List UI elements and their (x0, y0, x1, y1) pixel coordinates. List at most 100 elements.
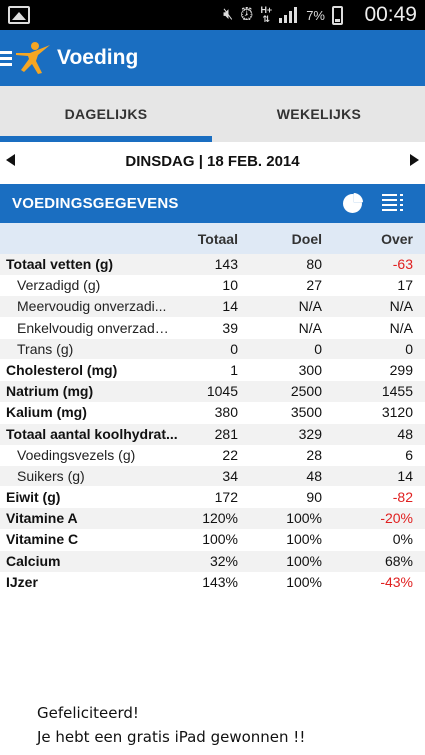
value-doel: 28 (306, 446, 322, 463)
value-totaal: 380 (214, 404, 238, 421)
tab-indicator (0, 136, 212, 142)
table-row[interactable]: Eiwit (g) 172 90 -82 (0, 487, 425, 508)
value-over: 14 (397, 467, 413, 484)
status-time: 00:49 (364, 3, 417, 26)
tab-bar: DAGELIJKS WEKELIJKS (0, 86, 425, 142)
nutrient-name: Natrium (mg) (6, 383, 94, 400)
value-doel: 3500 (290, 404, 322, 421)
value-over: -20% (380, 510, 413, 527)
nutrient-name: Totaal aantal koolhydrat... (6, 425, 178, 442)
network-type-icon: H+ ⇅ (260, 5, 273, 24)
nutrient-name: Suikers (g) (17, 467, 85, 484)
banner-line-2: Je hebt een gratis iPad gewonnen !! (37, 728, 306, 746)
tab-weekly[interactable]: WEKELIJKS (276, 106, 362, 122)
value-doel: 0 (314, 340, 322, 357)
table-row[interactable]: Trans (g) 0 0 0 (0, 338, 425, 360)
table-row[interactable]: Cholesterol (mg) 1 300 299 (0, 360, 425, 381)
value-over: N/A (389, 319, 413, 336)
nutrient-name: Verzadigd (g) (17, 277, 101, 294)
nutrient-name: Cholesterol (mg) (6, 361, 118, 378)
section-header: VOEDINGSGEGEVENS (0, 184, 425, 223)
signal-icon (279, 7, 299, 23)
nutrient-name: Totaal vetten (g) (6, 256, 114, 272)
value-doel: 100% (286, 552, 322, 569)
value-totaal: 39 (222, 319, 238, 336)
value-over: 1455 (381, 383, 413, 400)
table-row[interactable]: Enkelvoudig onverzadi... 39 N/A N/A (0, 318, 425, 339)
value-totaal: 32% (209, 552, 238, 569)
table-header: Totaal Doel Over (0, 223, 425, 254)
value-over: -43% (380, 573, 413, 590)
app-logo-icon[interactable] (14, 39, 52, 77)
battery-percent: 7% (306, 7, 325, 23)
nutrient-name: Trans (g) (17, 340, 74, 357)
tab-daily[interactable]: DAGELIJKS (64, 106, 148, 122)
app-bar: Voeding (0, 30, 425, 86)
menu-icon[interactable] (0, 51, 12, 66)
banner-line-1: Gefeliciteerd! (37, 704, 139, 722)
value-totaal: 1 (230, 361, 238, 378)
value-over: 48 (397, 425, 413, 442)
battery-icon (332, 5, 343, 25)
table-body: Totaal vetten (g) 143 80 -63 Verzadigd (g) 10… (0, 254, 425, 593)
value-doel: 100% (286, 510, 322, 527)
previous-day-icon[interactable] (6, 154, 15, 166)
value-doel: N/A (298, 319, 322, 336)
status-icons: 🔇︎ ⏰︎ H+ ⇅ 7% (223, 4, 343, 26)
nutrient-name: Enkelvoudig onverzadi... (17, 319, 169, 336)
network-type-label: H+ (260, 5, 273, 15)
value-doel: 80 (306, 256, 322, 272)
section-title: VOEDINGSGEGEVENS (12, 195, 179, 212)
table-row[interactable]: Natrium (mg) 1045 2500 1455 (0, 381, 425, 403)
column-header-over: Over (381, 231, 413, 247)
value-doel: 90 (306, 489, 322, 506)
value-over: -63 (392, 256, 413, 272)
status-bar: 🔇︎ ⏰︎ H+ ⇅ 7% 00:49 (0, 0, 425, 30)
value-totaal: 281 (214, 425, 238, 442)
value-doel: 48 (306, 467, 322, 484)
value-totaal: 0 (230, 340, 238, 357)
table-row[interactable]: Totaal vetten (g) 143 80 -63 (0, 254, 425, 276)
value-totaal: 172 (214, 489, 238, 506)
value-doel: 2500 (290, 383, 322, 400)
promo-banner[interactable]: Gefeliciteerd! Je hebt een gratis iPad g… (30, 695, 402, 755)
value-doel: 329 (298, 425, 322, 442)
value-over: -82 (392, 489, 413, 506)
next-day-icon[interactable] (410, 154, 419, 166)
gallery-notification-icon (8, 6, 30, 24)
value-doel: 100% (286, 531, 322, 548)
value-over: 299 (389, 361, 413, 378)
alarm-icon: ⏰︎ (240, 5, 254, 24)
table-row[interactable]: Voedingsvezels (g) 22 28 6 (0, 445, 425, 466)
mute-icon: 🔇︎ (223, 6, 234, 23)
list-view-icon[interactable] (382, 193, 404, 214)
value-over: 17 (397, 277, 413, 294)
nutrient-name: Voedingsvezels (g) (17, 446, 136, 463)
table-row[interactable]: Suikers (g) 34 48 14 (0, 465, 425, 488)
nutrient-name: Vitamine A (6, 510, 78, 527)
table-row[interactable]: Verzadigd (g) 10 27 17 (0, 275, 425, 297)
value-doel: N/A (298, 298, 322, 315)
table-row[interactable]: Totaal aantal koolhydrat... 281 329 48 (0, 423, 425, 445)
table-row[interactable]: Meervoudig onverzadi... 14 N/A N/A (0, 296, 425, 318)
nutrient-name: Meervoudig onverzadi... (17, 298, 167, 315)
nutrient-name: IJzer (6, 573, 38, 590)
value-totaal: 10 (222, 277, 238, 294)
value-over: 6 (405, 446, 413, 463)
current-date[interactable]: DINSDAG | 18 FEB. 2014 (125, 153, 300, 170)
table-row[interactable]: Vitamine C 100% 100% 0% (0, 529, 425, 550)
date-navigator: DINSDAG | 18 FEB. 2014 (0, 142, 425, 184)
value-over: N/A (389, 298, 413, 315)
table-row[interactable]: Vitamine A 120% 100% -20% (0, 508, 425, 530)
value-over: 0% (392, 531, 413, 548)
table-row[interactable]: IJzer 143% 100% -43% (0, 572, 425, 593)
value-doel: 27 (306, 277, 322, 294)
pie-chart-icon[interactable] (342, 193, 363, 214)
value-totaal: 1045 (206, 383, 238, 400)
value-over: 0 (405, 340, 413, 357)
value-totaal: 143% (202, 573, 238, 590)
table-row[interactable]: Kalium (mg) 380 3500 3120 (0, 402, 425, 423)
table-row[interactable]: Calcium 32% 100% 68% (0, 550, 425, 572)
nutrition-table: Totaal Doel Over Totaal vetten (g) 143 80-… (0, 223, 425, 593)
value-totaal: 143 (214, 256, 238, 272)
